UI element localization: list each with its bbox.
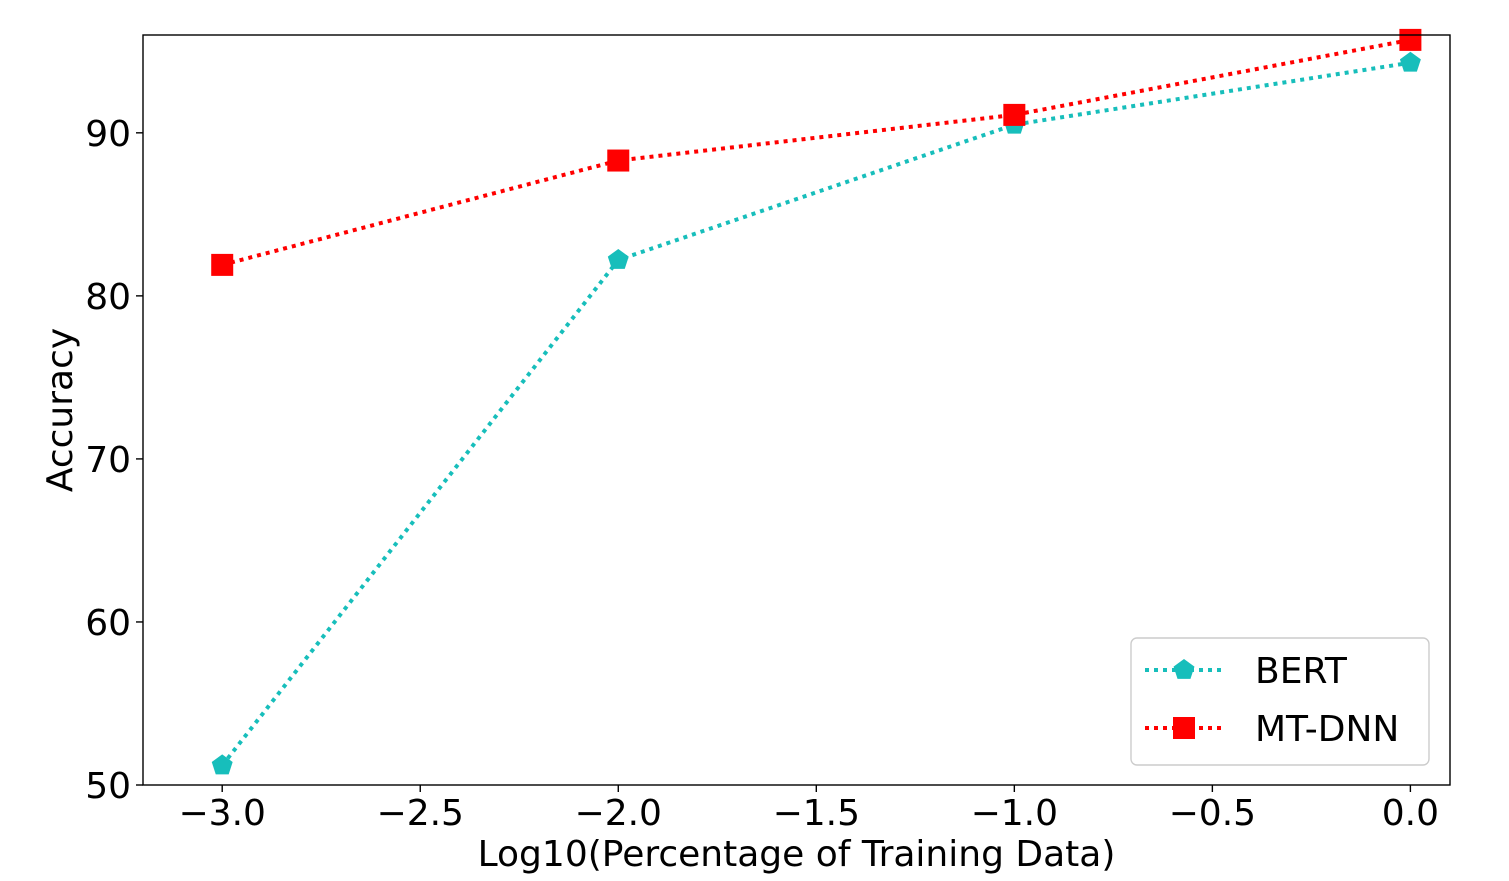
data-point-bert: [1399, 51, 1421, 72]
x-tick-label: −3.0: [179, 793, 266, 834]
y-axis-label: Accuracy: [40, 328, 81, 492]
y-tick-label: 90: [85, 114, 131, 155]
data-point-mt-dnn: [1003, 103, 1026, 126]
legend-box: [1130, 637, 1430, 766]
x-tick-label: −1.5: [773, 793, 860, 834]
legend-label-mt-dnn: MT-DNN: [1255, 709, 1399, 750]
series-line-bert: [220, 60, 1411, 767]
plot-frame: [142, 34, 1451, 786]
legend-marker-bert: [1173, 659, 1195, 679]
series-line-mt-dnn: [221, 37, 1411, 267]
y-tick-label: 70: [85, 440, 131, 481]
legend: BERT MT-DNN: [1130, 637, 1430, 766]
data-point-mt-dnn: [1399, 28, 1422, 51]
data-point-bert: [211, 754, 233, 775]
x-tick-label: 0.0: [1382, 793, 1439, 834]
y-tick-label: 60: [85, 603, 131, 644]
x-tick-label: −2.5: [377, 793, 464, 834]
data-point-bert: [607, 249, 629, 269]
x-tick-label: −2.0: [575, 793, 662, 834]
data-point-mt-dnn: [211, 253, 234, 276]
data-point-mt-dnn: [607, 149, 630, 172]
y-tick-label: 80: [85, 277, 131, 318]
x-axis-label: Log10(Percentage of Training Data): [478, 834, 1116, 875]
y-tick-label: 50: [85, 766, 131, 807]
legend-label-bert: BERT: [1255, 651, 1348, 692]
tick-layer: −3.0 −2.5 −2.0 −1.5 −1.0 −0.5 0.0 50 60 70 80 90: [85, 114, 1439, 834]
x-tick-label: −0.5: [1169, 793, 1256, 834]
legend-marker-mt-dnn: [1173, 717, 1195, 739]
x-tick-label: −1.0: [971, 793, 1058, 834]
